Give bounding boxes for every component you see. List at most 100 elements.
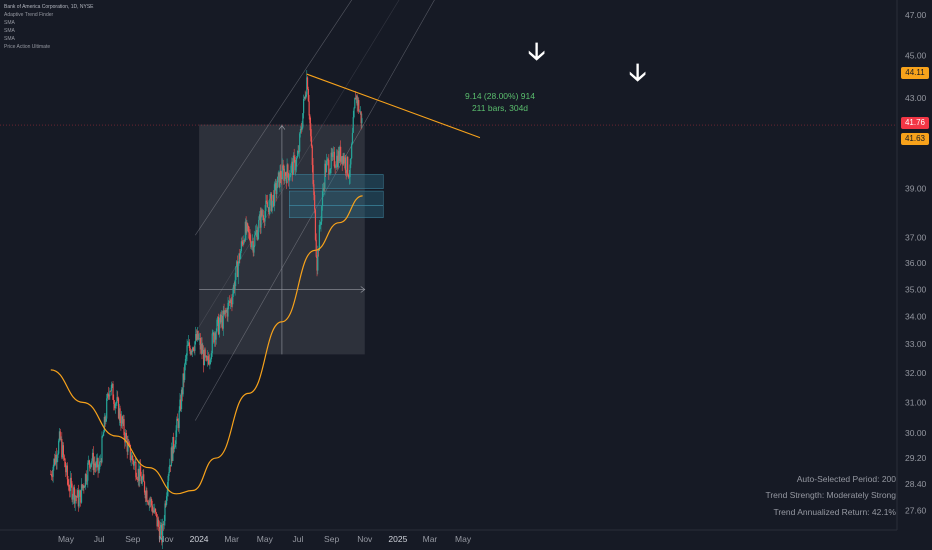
candle-body — [278, 172, 280, 187]
candle-body — [69, 490, 71, 492]
candle-body — [336, 155, 339, 168]
candle-body — [212, 332, 214, 334]
candle-body — [145, 490, 147, 499]
channel-upper-line — [195, 0, 353, 236]
legend-indicator[interactable]: Adaptive Trend Finder — [4, 12, 54, 18]
arrow-down-icon: 🡣 — [528, 38, 546, 65]
candle-body — [163, 520, 165, 525]
legend-indicator[interactable]: SMA — [4, 20, 15, 26]
candle-body — [239, 253, 241, 260]
candle-body — [84, 486, 86, 488]
candle-body — [72, 496, 74, 500]
legend-indicator[interactable]: SMA — [4, 36, 15, 42]
channel-lower-line — [195, 0, 435, 421]
candle-body — [117, 397, 119, 399]
candle-body — [149, 500, 151, 502]
candle-body — [347, 156, 349, 175]
candle-body — [269, 193, 272, 199]
candle-body — [216, 319, 218, 332]
candle-body — [51, 476, 53, 478]
candle-body — [111, 383, 113, 385]
candle-body — [324, 163, 326, 189]
candle-body — [347, 174, 350, 178]
candle-body — [70, 477, 72, 484]
candle-body — [154, 508, 156, 513]
candle-body — [100, 460, 102, 463]
candle-body — [83, 485, 85, 488]
candle-body — [52, 466, 54, 477]
candle-body — [158, 519, 160, 527]
candle-body — [95, 461, 98, 468]
candle-body — [319, 224, 321, 226]
candle-body — [161, 524, 163, 543]
candle-body — [58, 431, 61, 441]
support-zone — [289, 190, 384, 206]
candle-body — [295, 157, 298, 167]
candle-body — [270, 193, 272, 211]
candle-body — [303, 96, 306, 100]
legend-indicator[interactable]: Price Action Ultimate — [4, 44, 51, 50]
candle-body — [249, 233, 251, 241]
trend-stats: Auto-Selected Period: 200 Trend Strength… — [765, 471, 896, 521]
candle-body — [360, 111, 362, 124]
candle-body — [325, 163, 327, 173]
candle-body — [310, 136, 313, 147]
candle-body — [93, 463, 95, 471]
candle-body — [232, 285, 235, 294]
candle-body — [165, 503, 167, 505]
legend-indicator[interactable]: SMA — [4, 28, 15, 34]
candle-body — [355, 97, 357, 100]
candle-body — [306, 77, 308, 95]
candle-body — [110, 384, 113, 392]
candle-body — [218, 322, 220, 335]
candle-body — [288, 177, 291, 181]
candle-body — [115, 403, 117, 404]
candle-body — [131, 455, 133, 460]
candle-body — [87, 462, 89, 481]
candle-body — [310, 123, 312, 137]
candle-body — [168, 472, 170, 476]
candle-body — [210, 359, 212, 360]
candle-body — [88, 460, 90, 465]
candle-body — [257, 232, 259, 240]
candle-body — [127, 442, 129, 452]
candle-body — [228, 301, 230, 303]
candle-body — [308, 101, 310, 116]
candle-body — [237, 263, 239, 277]
candle-body — [65, 467, 67, 473]
candle-body — [323, 188, 325, 189]
candle-body — [241, 241, 243, 243]
candle-body — [305, 94, 307, 99]
candle-body — [96, 458, 98, 462]
y-tick-label: 39.00 — [905, 184, 927, 194]
candle-body — [233, 285, 235, 291]
candle-body — [242, 241, 244, 245]
candle-body — [126, 438, 128, 452]
x-tick-label: May — [455, 534, 472, 544]
candle-body — [225, 310, 227, 312]
candle-body — [235, 266, 237, 280]
candle-body — [140, 476, 142, 484]
candle-body — [279, 170, 281, 187]
candle-body — [177, 420, 179, 428]
candle-body — [287, 164, 289, 174]
candle-body — [236, 261, 238, 267]
candle-body — [116, 397, 118, 404]
candle-body — [299, 133, 301, 152]
candle-body — [332, 152, 334, 157]
candle-body — [301, 127, 303, 130]
candle-body — [139, 465, 142, 477]
candle-body — [282, 165, 284, 169]
candle-body — [181, 389, 183, 395]
candle-body — [137, 468, 139, 480]
y-tick-label: 29.20 — [905, 453, 927, 463]
candle-body — [334, 166, 336, 168]
candle-body — [122, 419, 124, 424]
candle-body — [175, 430, 177, 444]
candle-body — [156, 514, 158, 527]
candle-body — [291, 161, 294, 175]
candle-body — [325, 160, 328, 173]
x-tick-label: Jul — [293, 534, 304, 544]
candle-body — [105, 418, 107, 422]
